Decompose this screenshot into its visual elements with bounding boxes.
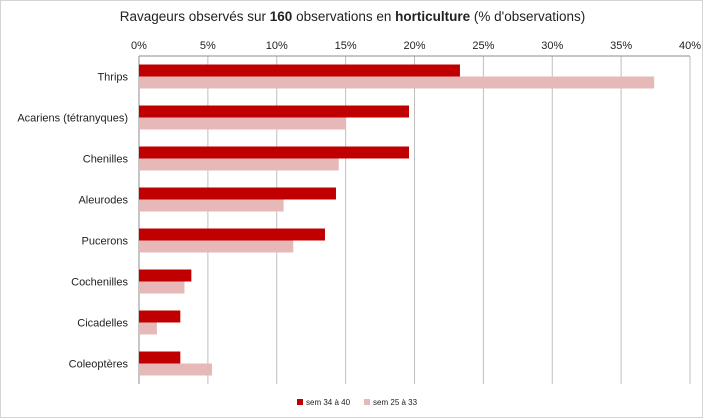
legend-swatch [297,399,303,405]
legend-label: sem 34 à 40 [306,398,351,407]
bar-sem-25-33 [139,281,185,294]
x-tick-label: 40% [679,40,701,52]
x-tick-label: 10% [266,40,288,52]
legend-label: sem 25 à 33 [373,398,418,407]
bar-sem-34-40 [139,228,325,241]
chart-title-domain: horticulture [395,9,471,24]
bar-sem-34-40 [139,146,409,159]
x-tick-label: 30% [541,40,563,52]
x-tick-label: 20% [403,40,425,52]
bar-sem-34-40 [139,187,336,200]
category-label: Coleoptères [69,359,129,371]
chart-title-count: 160 [269,9,293,24]
category-label: Cochenilles [71,277,128,289]
category-label: Pucerons [82,236,129,248]
chart-title: Ravageurs observés sur 160 observations … [0,9,705,24]
category-labels: Thrips Acariens (tétranyques) Chenilles Ale… [17,72,128,371]
gridlines [138,55,691,384]
x-tick-label: 25% [472,40,494,52]
category-label: Cicadelles [77,318,128,330]
x-tick-label: 0% [131,40,147,52]
x-tick-label: 15% [335,40,357,52]
bar-sem-34-40 [139,64,460,77]
category-label: Acariens (tétranyques) [17,113,128,125]
bar-sem-25-33 [139,322,157,335]
bar-sem-25-33 [139,199,284,212]
bar-sem-34-40 [139,310,181,323]
bar-sem-25-33 [139,76,655,89]
category-label: Aleurodes [78,195,128,207]
category-label: Chenilles [83,154,129,166]
chart-title-part: (% d'observations) [470,9,586,24]
x-tick-label: 35% [610,40,632,52]
legend: sem 34 à 40 sem 25 à 33 [297,398,418,407]
bars [139,64,655,376]
bar-sem-25-33 [139,158,339,171]
chart-title-part: Ravageurs observés sur [119,9,270,24]
bar-sem-34-40 [139,269,192,282]
x-tick-label: 5% [200,40,216,52]
bar-sem-34-40 [139,105,409,118]
category-label: Thrips [97,72,128,84]
bar-sem-25-33 [139,363,213,376]
bar-sem-25-33 [139,117,346,130]
bar-sem-34-40 [139,351,181,364]
chart-title-part: observations en [292,9,396,24]
bar-sem-25-33 [139,240,294,253]
legend-swatch [364,399,371,405]
x-axis-ticks: 0% 5% 10% 15% 20% 25% 30% 35% 40% [131,40,701,52]
